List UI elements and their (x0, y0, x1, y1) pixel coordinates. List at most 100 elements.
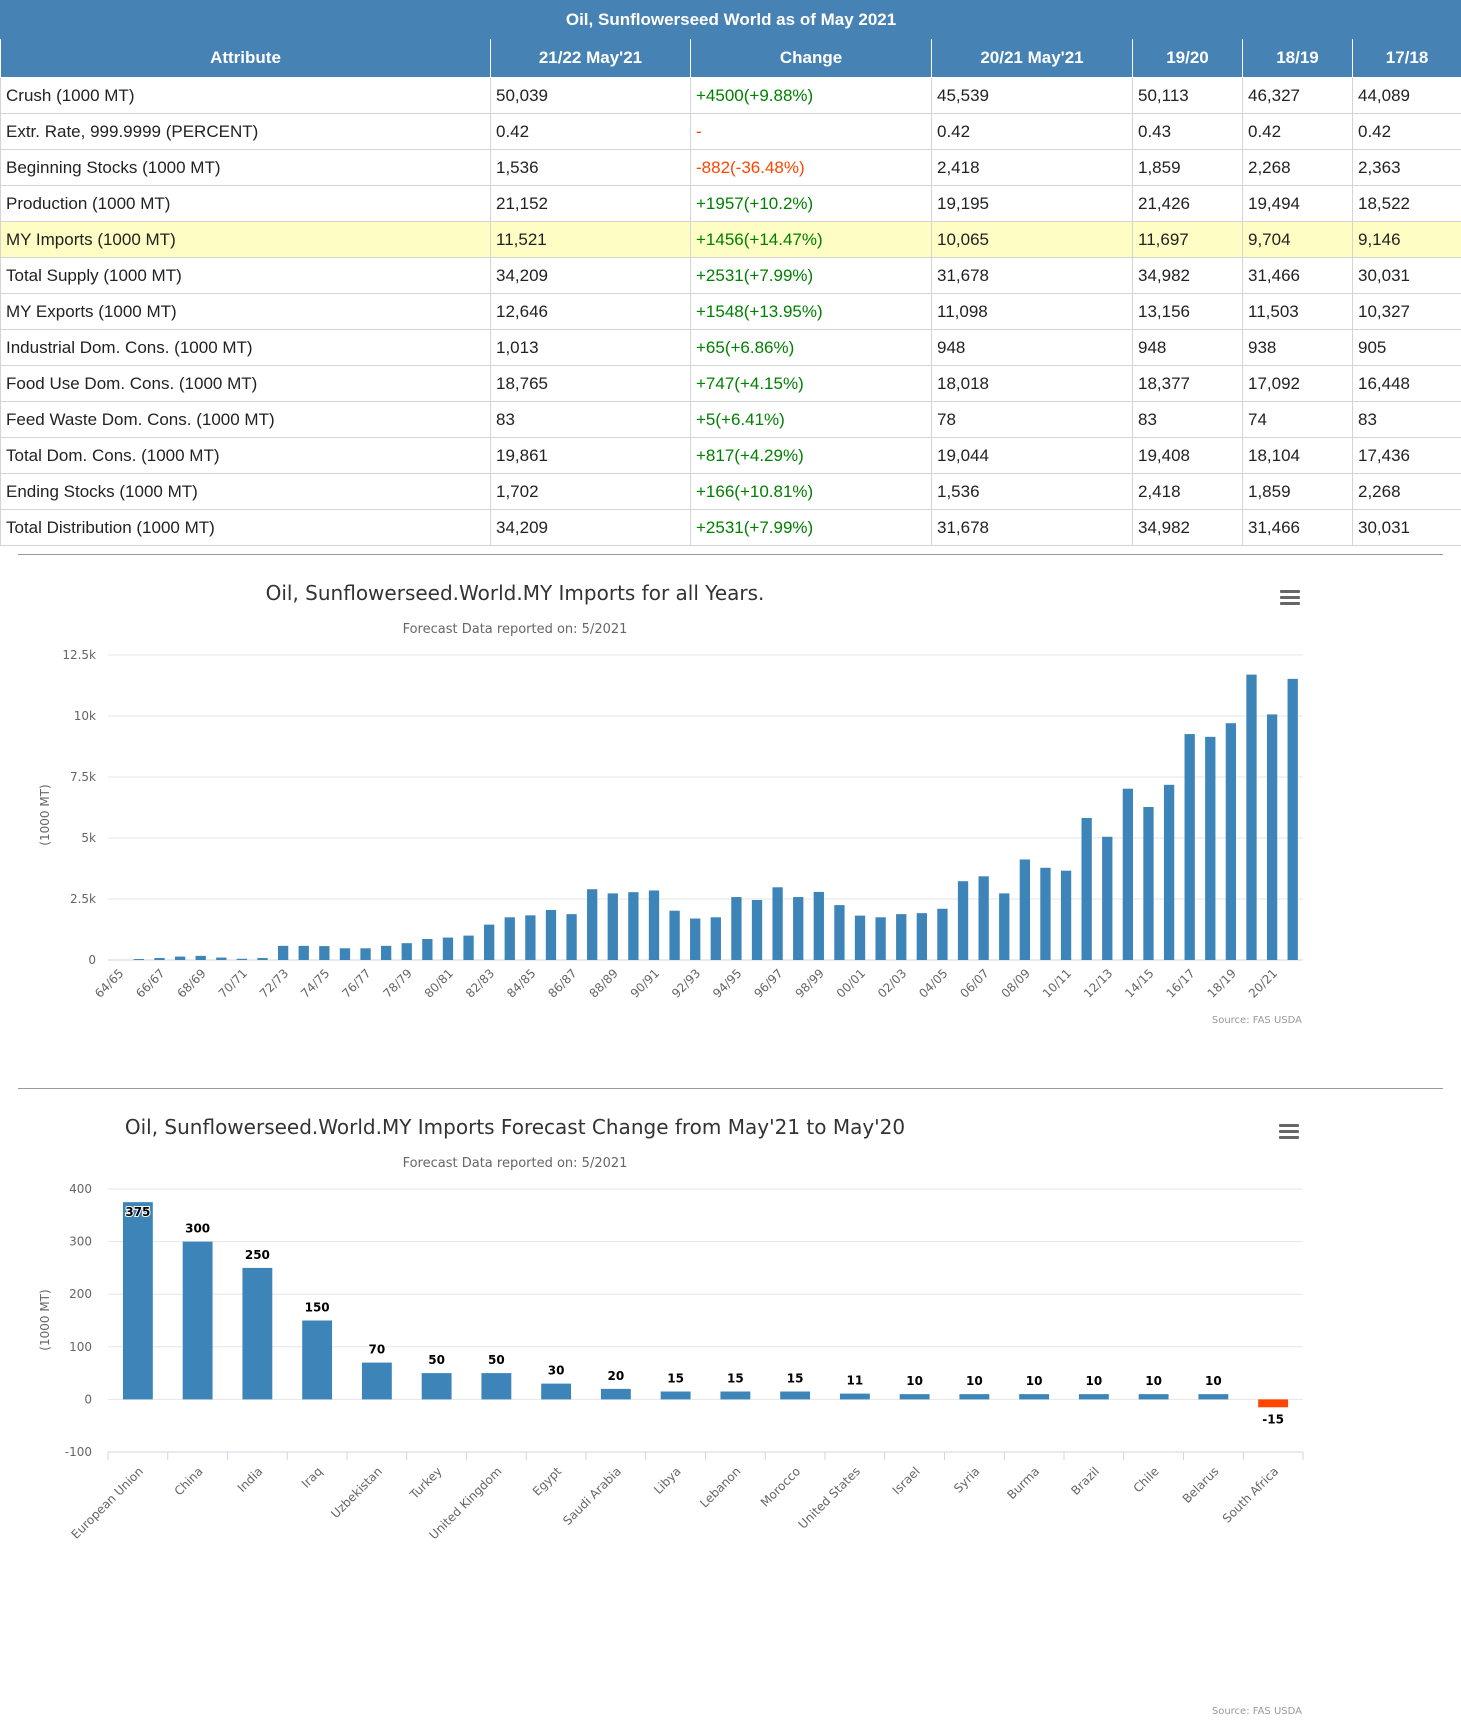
bar-87-88[interactable] (587, 889, 598, 960)
bar-84-85[interactable] (525, 915, 536, 960)
bar-16-17[interactable] (1184, 734, 1195, 960)
bar-08-09[interactable] (1019, 859, 1031, 960)
bar-92-93[interactable] (690, 918, 701, 960)
bar-88-89[interactable] (607, 893, 618, 960)
column-header-1819[interactable]: 18/19 (1242, 38, 1353, 78)
x-tick-label: European Union (68, 1464, 146, 1542)
data-label: 10 (966, 1374, 983, 1388)
x-tick-label: 08/09 (999, 966, 1033, 1000)
bar-libya[interactable] (660, 1391, 691, 1400)
bar-belarus[interactable] (1198, 1394, 1229, 1400)
bar-china[interactable] (182, 1241, 213, 1400)
bar-united-kingdom[interactable] (481, 1373, 512, 1400)
bar-77-78[interactable] (380, 945, 392, 960)
bar-98-99[interactable] (813, 891, 824, 960)
bar-06-07[interactable] (978, 876, 989, 960)
bar-00-01[interactable] (854, 915, 866, 960)
bar-israel[interactable] (899, 1394, 930, 1400)
column-header-attribute[interactable]: Attribute (0, 38, 491, 78)
bar-uzbekistan[interactable] (361, 1362, 392, 1400)
bar-burma[interactable] (1019, 1394, 1050, 1400)
bar-lebanon[interactable] (720, 1391, 751, 1400)
data-label: 30 (548, 1364, 565, 1378)
column-header-1920[interactable]: 19/20 (1132, 38, 1243, 78)
bar-95-96[interactable] (751, 899, 763, 960)
bar-07-08[interactable] (999, 893, 1010, 960)
bar-74-75[interactable] (319, 946, 330, 960)
bar-96-97[interactable] (772, 887, 783, 960)
bar-morocco[interactable] (780, 1391, 811, 1400)
bar-68-69[interactable] (195, 955, 206, 960)
cell-1819: 1,859 (1242, 473, 1353, 510)
bar-chile[interactable] (1138, 1394, 1169, 1400)
bar-12-13[interactable] (1102, 836, 1113, 960)
bar-67-68[interactable] (174, 956, 186, 960)
bar-17-18[interactable] (1205, 736, 1216, 960)
bar-saudi-arabia[interactable] (600, 1388, 631, 1400)
bar-15-16[interactable] (1163, 784, 1175, 960)
bar-79-80[interactable] (422, 939, 433, 960)
bar-03-04[interactable] (916, 913, 927, 960)
bar-90-91[interactable] (648, 890, 660, 960)
bar-94-95[interactable] (731, 897, 742, 960)
chart-credits[interactable]: Source: FAS USDA (1212, 1015, 1302, 1026)
bar-76-77[interactable] (360, 948, 371, 960)
bar-south-africa[interactable] (1258, 1399, 1289, 1408)
column-header-1718[interactable]: 17/18 (1351, 38, 1461, 78)
bar-72-73[interactable] (277, 945, 289, 960)
bar-99-00[interactable] (834, 905, 845, 960)
bar-71-72[interactable] (257, 958, 268, 960)
bar-83-84[interactable] (504, 917, 515, 960)
cell-1819: 2,268 (1242, 149, 1353, 186)
bar-egypt[interactable] (541, 1383, 572, 1400)
bar-13-14[interactable] (1122, 788, 1134, 960)
cell-1819: 46,327 (1242, 77, 1353, 114)
bar-69-70[interactable] (216, 957, 227, 960)
bar-05-06[interactable] (957, 881, 969, 960)
bar-78-79[interactable] (401, 943, 412, 960)
bar-09-10[interactable] (1040, 867, 1051, 960)
bar-01-02[interactable] (875, 917, 886, 960)
bar-75-76[interactable] (339, 948, 351, 960)
bar-66-67[interactable] (154, 958, 165, 960)
column-header-2122[interactable]: 21/22 May'21 (490, 38, 691, 78)
bar-86-87[interactable] (566, 914, 577, 960)
bar-91-92[interactable] (669, 910, 680, 960)
bar-18-19[interactable] (1225, 723, 1237, 960)
bar-iraq[interactable] (302, 1320, 333, 1400)
cell-1718: 2,268 (1351, 473, 1461, 510)
x-tick-label: 64/65 (92, 966, 126, 1000)
bar-02-03[interactable] (896, 914, 907, 960)
bar-19-20[interactable] (1246, 674, 1257, 960)
bar-14-15[interactable] (1143, 807, 1154, 960)
cell-2122: 12,646 (490, 293, 691, 330)
chart-credits[interactable]: Source: FAS USDA (1212, 1706, 1302, 1717)
hamburger-menu-icon[interactable] (1280, 590, 1300, 605)
bar-97-98[interactable] (793, 897, 804, 960)
bar-11-12[interactable] (1081, 817, 1092, 960)
bar-brazil[interactable] (1078, 1394, 1109, 1400)
bar-65-66[interactable] (133, 959, 145, 960)
bar-85-86[interactable] (545, 909, 557, 960)
bar-04-05[interactable] (937, 908, 948, 960)
cell-2021: 45,539 (931, 77, 1133, 114)
bar-80-81[interactable] (442, 937, 454, 960)
bar-21-22[interactable] (1287, 678, 1298, 960)
bar-syria[interactable] (959, 1394, 990, 1400)
bar-10-11[interactable] (1060, 870, 1072, 960)
bar-20-21[interactable] (1266, 714, 1278, 960)
bar-india[interactable] (242, 1267, 273, 1400)
bar-70-71[interactable] (236, 958, 248, 960)
cell-attribute: Production (1000 MT) (0, 185, 491, 222)
hamburger-menu-icon[interactable] (1279, 1124, 1299, 1139)
bar-united-states[interactable] (839, 1393, 870, 1400)
column-header-change[interactable]: Change (690, 38, 932, 78)
bar-turkey[interactable] (421, 1373, 452, 1400)
bar-81-82[interactable] (463, 935, 474, 960)
bar-89-90[interactable] (628, 892, 639, 960)
bar-73-74[interactable] (298, 945, 309, 960)
bar-93-94[interactable] (710, 917, 721, 960)
bar-82-83[interactable] (484, 924, 495, 960)
bar-european-union[interactable] (122, 1202, 153, 1400)
column-header-2021[interactable]: 20/21 May'21 (931, 38, 1133, 78)
